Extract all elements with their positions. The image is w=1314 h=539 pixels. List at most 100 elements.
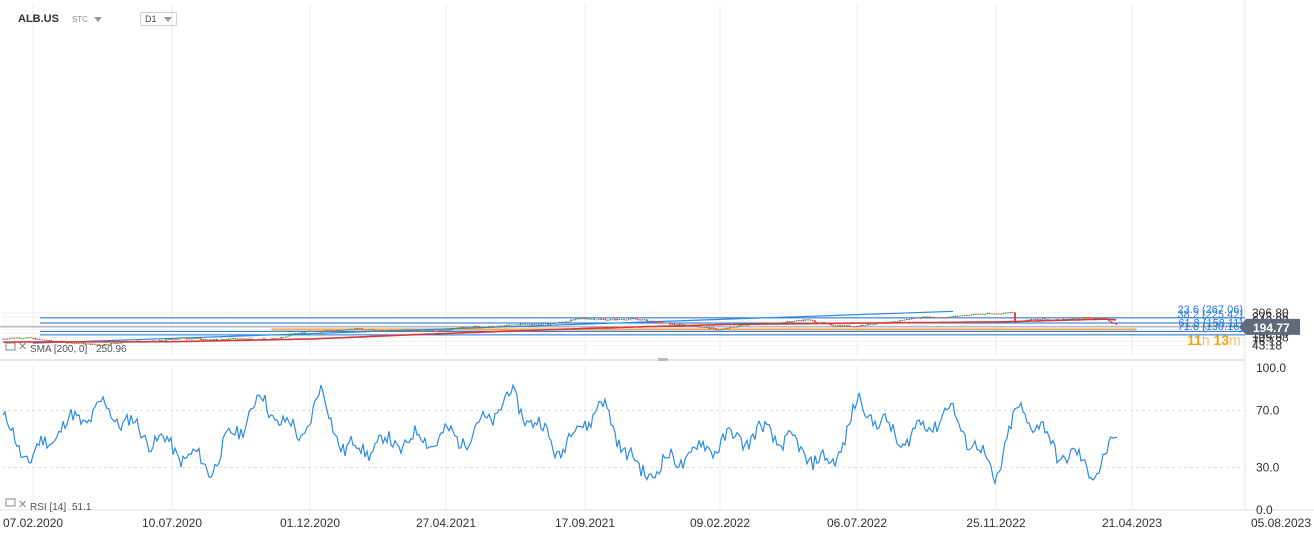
candle-body (43, 339, 46, 341)
indicator-list-icon[interactable] (5, 342, 16, 351)
candle-body (917, 317, 920, 319)
candle-body (791, 321, 793, 323)
candle-body (846, 325, 848, 327)
candle-body (871, 324, 874, 326)
candle-body (1046, 319, 1049, 321)
candle-body (549, 323, 552, 325)
remove-indicator-icon[interactable]: ✕ (18, 341, 27, 353)
candle-body (735, 326, 738, 328)
candle-body (349, 329, 352, 330)
candle-body (922, 316, 924, 319)
candle-body (699, 326, 701, 328)
candle-body (579, 318, 582, 320)
candle-body (2, 338, 4, 340)
candle-body (521, 323, 524, 325)
candle-body (542, 323, 545, 325)
candle-body (312, 331, 315, 332)
candle-body (45, 340, 48, 342)
candle-body (71, 342, 73, 344)
candle-body (1087, 317, 1090, 319)
candle-body (975, 313, 977, 315)
candle-body (862, 325, 865, 326)
candle-body (1025, 319, 1028, 321)
candle-body (935, 317, 938, 319)
rsi-legend[interactable]: ✕ RSI [14] 51.1 (5, 498, 92, 513)
candle-body (1014, 312, 1016, 323)
candle-body (908, 319, 911, 320)
y-tick-label: 76.13 (1252, 335, 1282, 349)
last-price-tag[interactable]: 194.77 (1239, 318, 1300, 335)
candle-body (94, 343, 96, 345)
candle-body (1073, 317, 1076, 319)
rsi-line[interactable] (2, 383, 1118, 486)
candle-body (98, 344, 101, 346)
sma-line[interactable] (3, 318, 1117, 343)
candle-body (717, 329, 720, 331)
support-zone[interactable] (271, 328, 1137, 331)
candle-body (747, 324, 750, 326)
candle-body (956, 315, 959, 317)
pane-resize-handle[interactable] (658, 358, 668, 361)
candle-body (199, 338, 202, 340)
candle-body (517, 324, 520, 326)
candle-body (271, 338, 273, 340)
rsi-legend-label: RSI [14] (30, 502, 66, 513)
candle-body (981, 313, 984, 315)
candle-body (204, 338, 207, 340)
candle-body (1078, 317, 1081, 319)
exchange-label[interactable]: STC (71, 14, 88, 24)
candle-body (600, 319, 602, 320)
candle-body (211, 339, 214, 341)
timeframe-value: D1 (144, 14, 157, 24)
sma-legend[interactable]: ✕ SMA [200, 0] 250.96 (5, 341, 127, 355)
candle-body (807, 319, 809, 321)
sma-legend-label: SMA [200, 0] (30, 344, 87, 355)
candle-body (193, 338, 195, 340)
candle-body (188, 338, 191, 340)
candle-body (294, 333, 296, 335)
candle-body (551, 323, 554, 324)
candle-body (604, 319, 607, 321)
candle-body (531, 324, 533, 325)
candle-body (839, 325, 842, 327)
rsi-tick-label: 100.0 (1256, 361, 1286, 375)
candle-body (471, 327, 474, 328)
candle-body (354, 328, 356, 330)
candle-body (772, 322, 775, 324)
candle-body (816, 322, 819, 323)
candle-body (1108, 319, 1111, 322)
candle-body (459, 327, 462, 328)
candle-body (158, 340, 161, 342)
candle-body (1000, 313, 1003, 315)
candle-body (377, 330, 379, 332)
remove-indicator-icon[interactable]: ✕ (18, 499, 27, 511)
candle-body (213, 339, 216, 340)
candle-body (630, 318, 632, 320)
candle-body (535, 323, 538, 325)
candle-body (590, 318, 593, 320)
symbol-label[interactable]: ALB.US (18, 13, 59, 25)
candle-body (843, 325, 846, 327)
indicator-list-icon[interactable] (5, 498, 16, 507)
candle-body (50, 340, 53, 341)
candle-body (466, 327, 469, 329)
candle-body (480, 326, 483, 328)
x-tick-label: 27.04.2021 (416, 516, 476, 530)
candle-body (418, 330, 421, 332)
candle-body (473, 325, 476, 328)
candle-body (924, 316, 927, 318)
candle-body (972, 313, 975, 315)
candle-body (436, 330, 439, 332)
candle-body (988, 313, 991, 314)
exchange-dropdown-icon[interactable] (93, 16, 102, 22)
candle-body (949, 316, 952, 318)
timeframe-select[interactable]: D1 (139, 12, 178, 26)
candle-body (333, 330, 336, 332)
candle-body (526, 323, 529, 325)
candle-body (455, 327, 457, 329)
x-tick-label: 25.11.2022 (966, 516, 1025, 530)
candle-body (814, 320, 816, 323)
candle-body (528, 323, 531, 325)
candle-body (809, 319, 812, 321)
